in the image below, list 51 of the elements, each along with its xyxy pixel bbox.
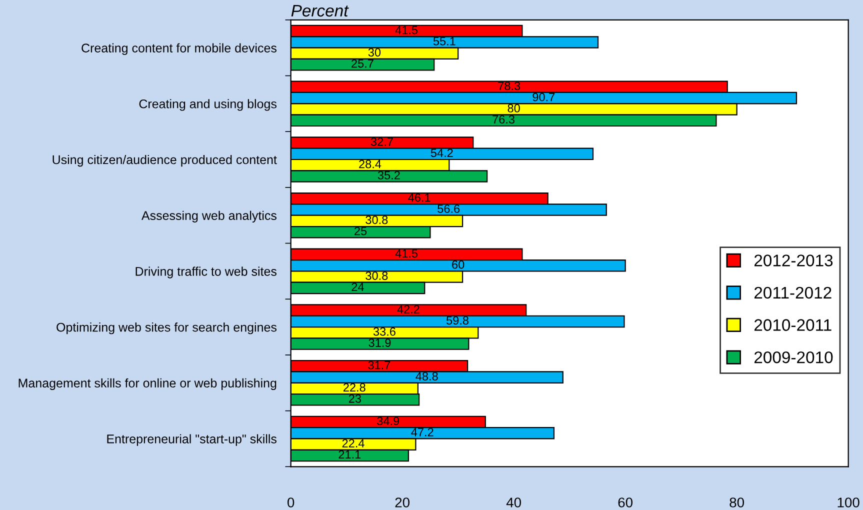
legend-label: 2010-2011 xyxy=(754,319,832,331)
x-tick-label: 0 xyxy=(288,498,294,508)
data-label: 41.5 xyxy=(395,249,418,258)
data-label: 23 xyxy=(348,394,361,403)
legend-label: 2012-2013 xyxy=(754,254,833,266)
data-label: 28.4 xyxy=(359,160,382,168)
data-label: 32.7 xyxy=(370,138,393,146)
data-label: 59.8 xyxy=(446,316,468,325)
data-label: 78.3 xyxy=(498,82,520,90)
data-label: 80 xyxy=(508,104,520,112)
data-label: 31.9 xyxy=(368,338,391,347)
data-label: 90.7 xyxy=(532,92,555,102)
data-label: 30.8 xyxy=(366,216,388,224)
y-tick-label: Creating content for mobile devices xyxy=(82,43,277,55)
x-tick-label: 80 xyxy=(730,498,744,508)
x-tick-label: 20 xyxy=(395,498,410,508)
data-label: 30 xyxy=(368,48,381,57)
x-tick-label: 100 xyxy=(838,498,860,508)
y-tick-label: Assessing web analytics xyxy=(141,210,276,222)
data-label: 33.6 xyxy=(373,327,396,336)
data-label: 30.8 xyxy=(366,272,388,280)
y-tick-label: Creating and using blogs xyxy=(139,99,276,111)
data-label: 42.2 xyxy=(397,305,420,314)
data-label: 35.2 xyxy=(378,171,400,180)
data-label: 22.8 xyxy=(343,383,366,392)
legend-label: 2011-2012 xyxy=(754,286,832,299)
data-label: 60 xyxy=(452,260,464,269)
data-label: 24 xyxy=(352,282,364,291)
data-label: 22.4 xyxy=(342,439,364,448)
legend-label: 2009-2010 xyxy=(754,351,833,364)
y-tick-label: Using citizen/audience produced content xyxy=(52,154,277,167)
x-tick-label: 40 xyxy=(506,498,522,508)
y-tick-label: Optimizing web sites for search engines xyxy=(56,322,277,334)
data-label: 21.1 xyxy=(338,450,361,459)
data-label: 56.6 xyxy=(438,204,460,213)
data-label: 54.2 xyxy=(430,148,453,158)
data-label: 25.7 xyxy=(352,59,374,68)
data-label: 55.1 xyxy=(433,37,456,46)
y-tick-label: Entrepreneurial "start-up" skills xyxy=(107,434,276,446)
chart-title: Percent xyxy=(291,4,349,17)
data-label: 41.5 xyxy=(395,26,418,34)
data-label: 76.3 xyxy=(492,115,514,124)
y-tick-label: Driving traffic to web sites xyxy=(136,266,276,278)
data-label: 48.8 xyxy=(416,372,438,380)
data-label: 25 xyxy=(354,226,367,236)
data-label: 31.7 xyxy=(368,360,390,370)
y-tick-label: Management skills for online or web publishing xyxy=(18,378,276,390)
data-label: 47.2 xyxy=(411,428,434,436)
data-label: 34.9 xyxy=(377,416,400,426)
x-tick-label: 60 xyxy=(618,498,633,508)
data-label: 46.1 xyxy=(408,193,430,202)
